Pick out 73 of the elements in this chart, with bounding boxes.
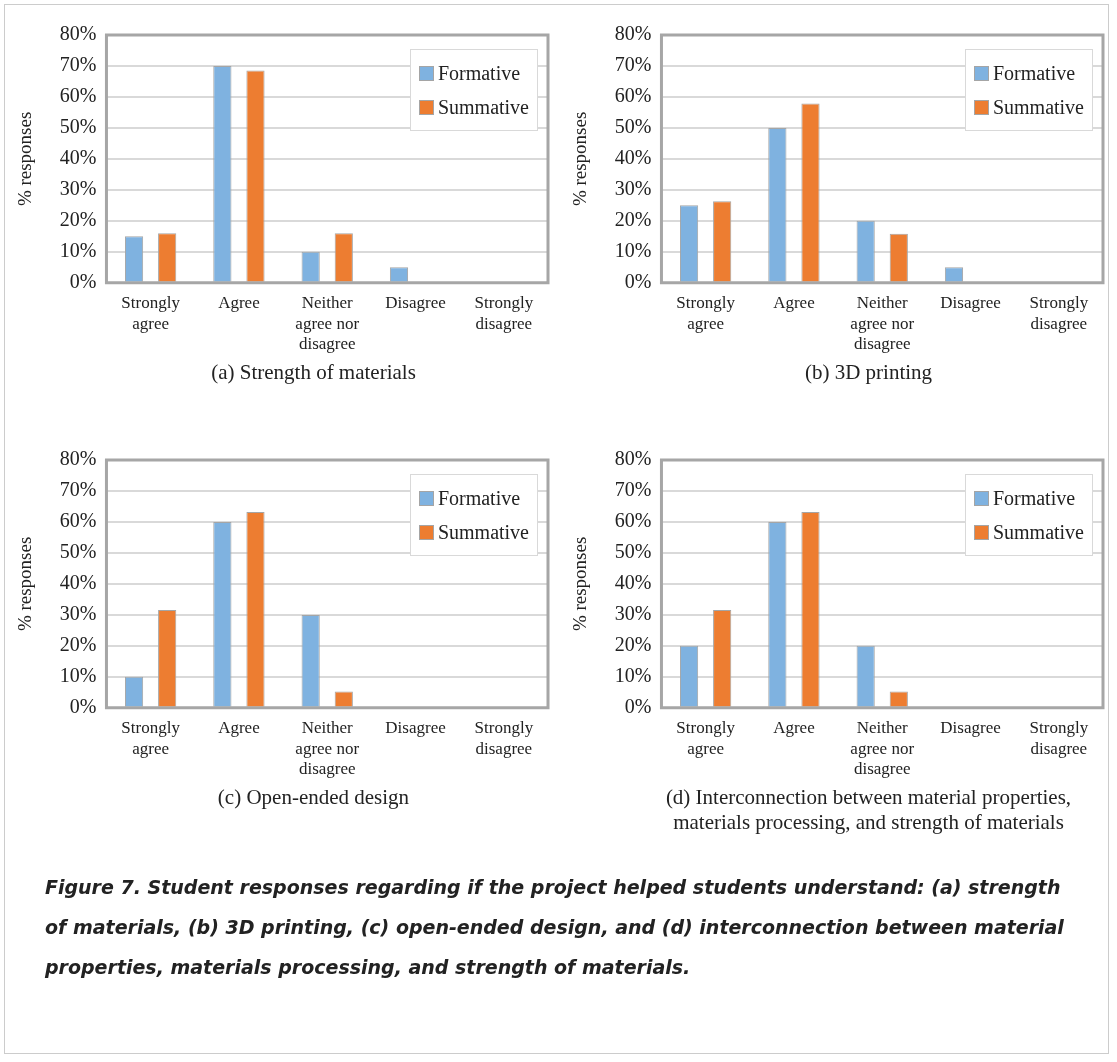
y-tick-label: 70% (614, 478, 652, 501)
y-axis-title: % responses (14, 111, 36, 207)
y-tick-label: 20% (59, 208, 97, 231)
x-tick-label: Neither agree nor disagree (850, 293, 915, 354)
x-tick-label: Neither agree nor disagree (295, 718, 360, 779)
caption: Figure 7. Student responses regarding if the project helped students understand: (a) strength of materials, (b) 3D printing, (c) open-ended design, and (d) interconnection between material properties, materials processing, and strength of materials. (45, 875, 1065, 980)
y-tick-label: 20% (614, 633, 652, 656)
y-axis-title: % responses (569, 111, 591, 207)
y-axis-title: % responses (14, 536, 36, 632)
y-tick-label: 0% (69, 270, 97, 293)
legend-label: Summative (992, 520, 1084, 544)
text: (a) Strength of materials (210, 359, 417, 385)
y-tick-label: 60% (614, 509, 652, 532)
x-tick-label: Strongly agree (121, 718, 181, 758)
x-tick-label: Neither agree nor disagree (295, 293, 360, 354)
y-tick-label: 70% (59, 478, 97, 501)
y-tick-label: 40% (59, 146, 97, 169)
x-tick-label: Agree (218, 718, 260, 738)
text: (c) Open-ended design (216, 784, 411, 810)
y-tick-label: 80% (59, 22, 97, 45)
y-tick-label: 30% (59, 177, 97, 200)
y-tick-label: 50% (59, 115, 97, 138)
x-tick-label: Disagree (940, 718, 1001, 738)
y-tick-label: 40% (614, 146, 652, 169)
y-tick-label: 10% (614, 239, 652, 262)
y-tick-label: 80% (614, 447, 652, 470)
x-tick-label: Strongly disagree (474, 718, 534, 758)
x-tick-label: Neither agree nor disagree (850, 718, 915, 779)
y-tick-label: 20% (614, 208, 652, 231)
legend-label: Summative (992, 95, 1084, 119)
y-tick-label: 70% (59, 53, 97, 76)
text: (b) 3D printing (803, 359, 934, 385)
legend-label: Summative (437, 520, 529, 544)
y-tick-label: 40% (59, 571, 97, 594)
y-tick-label: 10% (59, 664, 97, 687)
x-tick-label: Agree (218, 293, 260, 313)
legend-label: Formative (992, 486, 1076, 510)
y-tick-label: 80% (614, 22, 652, 45)
y-tick-label: 30% (614, 177, 652, 200)
y-tick-label: 60% (59, 84, 97, 107)
y-tick-label: 60% (59, 509, 97, 532)
y-tick-label: 20% (59, 633, 97, 656)
x-tick-label: Disagree (385, 718, 446, 738)
y-tick-label: 70% (614, 53, 652, 76)
x-tick-label: Strongly agree (676, 718, 736, 758)
y-tick-label: 0% (624, 695, 652, 718)
legend-label: Summative (437, 95, 529, 119)
y-tick-label: 40% (614, 571, 652, 594)
y-tick-label: 50% (614, 540, 652, 563)
legend-label: Formative (437, 61, 521, 85)
x-tick-label: Strongly disagree (1029, 718, 1089, 758)
y-tick-label: 80% (59, 447, 97, 470)
x-tick-label: Strongly agree (676, 293, 736, 333)
x-tick-label: Agree (773, 293, 815, 313)
x-tick-label: Disagree (385, 293, 446, 313)
x-tick-label: Disagree (940, 293, 1001, 313)
y-tick-label: 30% (59, 602, 97, 625)
text: (d) Interconnection between material properties, materials processing, and strength of materials (664, 784, 1073, 835)
y-axis-title: % responses (569, 536, 591, 632)
y-tick-label: 30% (614, 602, 652, 625)
x-tick-label: Strongly agree (121, 293, 181, 333)
x-tick-label: Strongly disagree (1029, 293, 1089, 333)
y-tick-label: 0% (69, 695, 97, 718)
x-tick-label: Strongly disagree (474, 293, 534, 333)
y-tick-label: 10% (614, 664, 652, 687)
legend-label: Formative (992, 61, 1076, 85)
y-tick-label: 0% (624, 270, 652, 293)
x-tick-label: Agree (773, 718, 815, 738)
y-tick-label: 50% (614, 115, 652, 138)
y-tick-label: 50% (59, 540, 97, 563)
y-tick-label: 10% (59, 239, 97, 262)
y-tick-label: 60% (614, 84, 652, 107)
legend-label: Formative (437, 486, 521, 510)
